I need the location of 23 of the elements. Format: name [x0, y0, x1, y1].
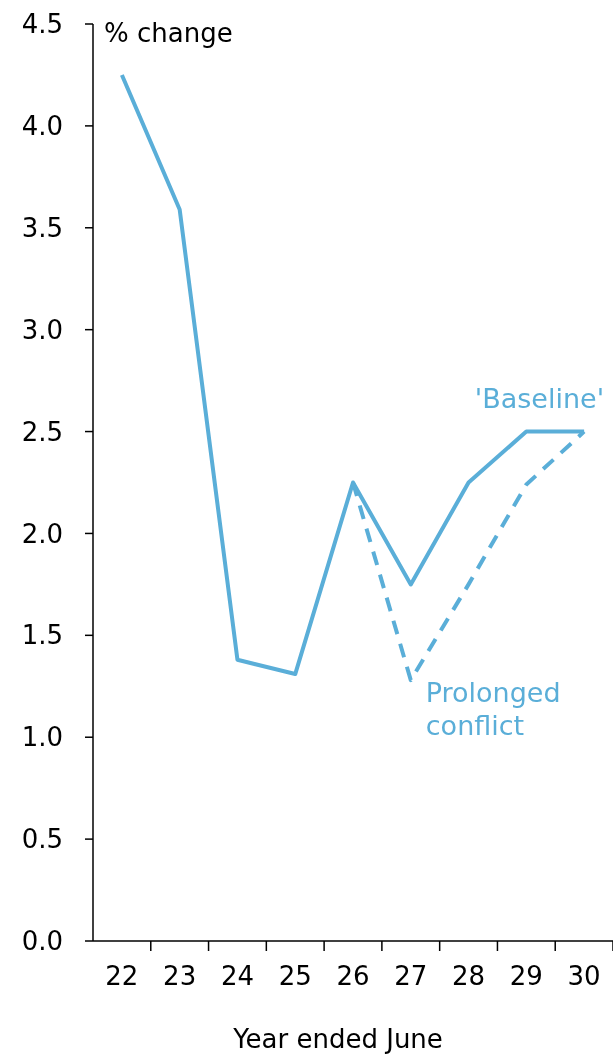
x-tick-label: 30: [567, 961, 601, 991]
x-tick-label: 25: [278, 961, 312, 991]
x-tick-label: 24: [220, 961, 254, 991]
series-label: Prolonged conflict: [425, 677, 561, 742]
y-tick-label: 3.5: [21, 212, 63, 243]
x-tick-label: 23: [163, 961, 197, 991]
x-tick-label: 26: [336, 961, 370, 991]
y-tick-label: 4.5: [21, 9, 63, 40]
x-tick-label: 28: [452, 961, 486, 991]
x-tick-label: 27: [394, 961, 428, 991]
y-tick-label: 0.0: [21, 926, 63, 957]
series-label: 'Baseline': [474, 382, 605, 414]
x-tick-label: 29: [509, 961, 543, 991]
y-tick-label: 1.0: [21, 722, 63, 753]
y-tick-label: 0.5: [21, 824, 63, 855]
y-tick-label: 3.0: [21, 314, 63, 345]
y-axis-title: % change: [104, 18, 233, 48]
y-tick-label: 2.5: [21, 416, 63, 447]
y-tick-label: 4.0: [21, 110, 63, 141]
y-tick-label: 2.0: [21, 518, 63, 549]
x-axis-title: Year ended June: [232, 1024, 443, 1054]
x-tick-label: 22: [105, 961, 139, 991]
y-tick-label: 1.5: [21, 620, 63, 651]
